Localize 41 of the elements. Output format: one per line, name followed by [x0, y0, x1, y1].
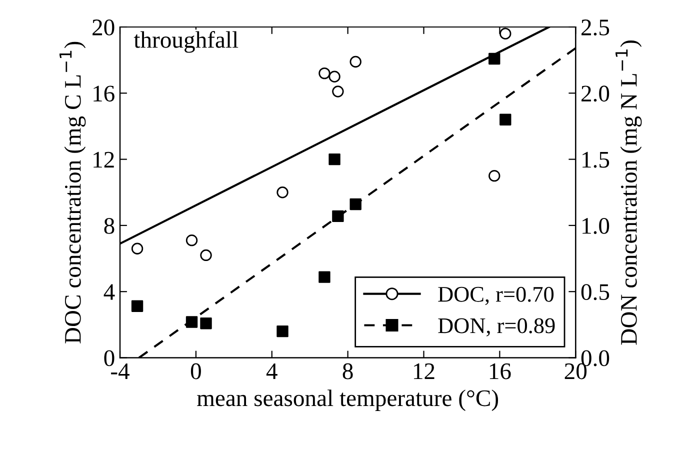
point — [332, 86, 344, 98]
y-tick-label: 12 — [94, 152, 114, 168]
point — [328, 153, 340, 166]
x-tick-label: 8 — [342, 363, 353, 380]
point — [332, 210, 344, 222]
y2-tick-label: 2.0 — [582, 86, 610, 102]
x-tick-label: 12 — [414, 363, 434, 379]
point — [500, 28, 512, 40]
x-tick-label: 4 — [266, 363, 278, 379]
point — [350, 56, 362, 68]
x-tick-label: 0 — [190, 363, 201, 380]
y-tick-label: 4 — [104, 284, 115, 300]
point — [276, 325, 288, 338]
y2-tick-label: 1.5 — [582, 152, 610, 168]
legend-label: DOC, r=0.70 — [438, 286, 554, 306]
y2-tick-label: 2.5 — [582, 20, 610, 36]
point — [488, 52, 500, 65]
y2-tick-label: 1.0 — [582, 218, 610, 234]
point — [328, 70, 340, 82]
point — [350, 198, 362, 210]
point — [200, 318, 212, 330]
point — [186, 316, 198, 328]
point — [318, 67, 330, 80]
y-tick-label: 8 — [104, 218, 114, 234]
y2-axis-title: DON concentration (mg N L$^{−1}$) — [616, 40, 642, 345]
point — [276, 186, 288, 198]
point — [131, 242, 144, 254]
y2-tick-label: 0.5 — [581, 284, 610, 300]
legend-label: DON, r=0.89 — [438, 318, 555, 336]
x-axis-title: mean seasonal temperature (°C) — [197, 390, 498, 411]
y-tick-label: 20 — [92, 19, 114, 36]
point — [500, 114, 512, 126]
point — [131, 300, 144, 312]
point — [186, 234, 198, 246]
point — [200, 249, 212, 262]
x-tick-label: 16 — [490, 363, 511, 380]
y-tick-label: 16 — [94, 86, 114, 102]
y-axis-title: DOC concentration (mg C L$^{−1}$) — [60, 42, 86, 344]
point — [318, 271, 330, 283]
point — [488, 170, 500, 182]
annotation: throughfall — [134, 31, 238, 53]
